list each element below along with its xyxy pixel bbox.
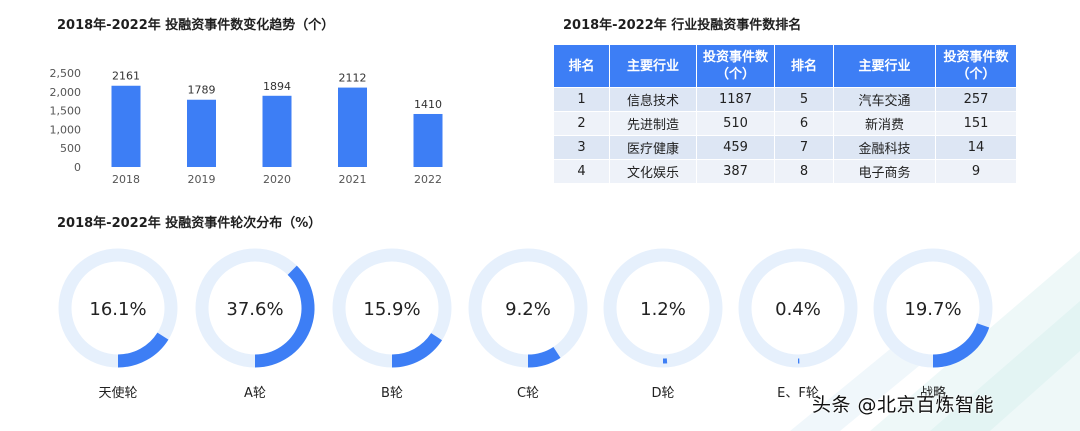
table-row: 3 医疗健康 459 7 金融科技 14 bbox=[553, 135, 1017, 160]
cell-rank: 3 bbox=[553, 135, 610, 160]
donut-segment bbox=[117, 332, 169, 368]
header-rank-1: 排名 bbox=[553, 44, 610, 88]
bar bbox=[338, 87, 367, 167]
bar-chart-title: 2018年-2022年 投融资事件数变化趋势（个） bbox=[57, 18, 335, 33]
y-tick-label: 500 bbox=[60, 142, 81, 155]
header-count-1: 投资事件数（个） bbox=[696, 44, 775, 88]
cell-industry: 电子商务 bbox=[833, 159, 936, 184]
donut-segment bbox=[391, 332, 443, 368]
cell-count: 14 bbox=[935, 135, 1017, 160]
bar-value-label: 2161 bbox=[112, 70, 140, 83]
watermark: 头条 @北京百炼智能 bbox=[812, 394, 995, 416]
cell-industry: 汽车交通 bbox=[833, 87, 936, 112]
cell-rank: 7 bbox=[774, 135, 834, 160]
y-tick-label: 1,000 bbox=[50, 123, 82, 136]
cell-industry: 新消费 bbox=[833, 111, 936, 136]
table-row: 2 先进制造 510 6 新消费 151 bbox=[553, 111, 1017, 136]
bar-value-label: 1894 bbox=[263, 80, 291, 93]
y-tick-label: 0 bbox=[74, 161, 81, 174]
cell-rank: 5 bbox=[774, 87, 834, 112]
y-tick-label: 2,500 bbox=[50, 67, 82, 80]
cell-industry: 先进制造 bbox=[609, 111, 697, 136]
table-row: 4 文化娱乐 387 8 电子商务 9 bbox=[553, 159, 1017, 184]
donut-value-label: 9.2% bbox=[505, 299, 551, 320]
header-industry-2: 主要行业 bbox=[833, 44, 936, 88]
table-header-row: 排名 主要行业 投资事件数（个） 排名 主要行业 投资事件数（个） bbox=[553, 44, 1017, 88]
x-tick-label: 2019 bbox=[188, 173, 216, 186]
donut-category-label: C轮 bbox=[517, 386, 539, 401]
donut-value-label: 37.6% bbox=[226, 299, 283, 320]
header-rank-2: 排名 bbox=[774, 44, 834, 88]
cell-industry: 医疗健康 bbox=[609, 135, 697, 160]
x-tick-label: 2018 bbox=[112, 173, 140, 186]
bar-value-label: 1410 bbox=[414, 98, 442, 111]
donut-category-label: E、F轮 bbox=[777, 386, 819, 401]
bar bbox=[187, 99, 216, 167]
donut-category-label: 天使轮 bbox=[98, 385, 137, 401]
cell-industry: 信息技术 bbox=[609, 87, 697, 112]
x-tick-label: 2022 bbox=[414, 173, 442, 186]
cell-count: 9 bbox=[935, 159, 1017, 184]
cell-count: 387 bbox=[696, 159, 775, 184]
table-row: 1 信息技术 1187 5 汽车交通 257 bbox=[553, 87, 1017, 112]
round-distribution-donuts: 16.1% 天使轮 37.6% A轮 15.9% B轮 9.2% C轮 1.2% D轮 0.4% E、… bbox=[58, 248, 993, 401]
cell-count: 510 bbox=[696, 111, 775, 136]
bar bbox=[111, 85, 141, 167]
donut-value-label: 15.9% bbox=[363, 299, 420, 320]
header-industry-1: 主要行业 bbox=[609, 44, 697, 88]
bar bbox=[413, 113, 443, 167]
cell-industry: 文化娱乐 bbox=[609, 159, 697, 184]
y-tick-label: 2,000 bbox=[50, 86, 82, 99]
donut-segment bbox=[932, 322, 990, 368]
donut-segment bbox=[254, 265, 315, 368]
cell-count: 459 bbox=[696, 135, 775, 160]
donut-category-label: A轮 bbox=[244, 386, 266, 401]
donut-category-label: B轮 bbox=[381, 386, 403, 401]
cell-count: 1187 bbox=[696, 87, 775, 112]
x-tick-label: 2020 bbox=[263, 173, 291, 186]
bar-chart: 2,500 2,000 1,500 1,000 500 0 2161 2018 1789 2019… bbox=[50, 67, 443, 186]
cell-rank: 8 bbox=[774, 159, 834, 184]
donut-category-label: D轮 bbox=[651, 386, 674, 401]
ranking-table-title: 2018年-2022年 行业投融资事件数排名 bbox=[563, 18, 802, 33]
donut-value-label: 0.4% bbox=[775, 299, 821, 320]
donut-category-label: 战略 bbox=[920, 385, 946, 401]
donut-value-label: 16.1% bbox=[89, 299, 146, 320]
bar bbox=[262, 95, 292, 167]
cell-industry: 金融科技 bbox=[833, 135, 936, 160]
cell-rank: 1 bbox=[553, 87, 610, 112]
header-count-2: 投资事件数（个） bbox=[935, 44, 1017, 88]
cell-count: 151 bbox=[935, 111, 1017, 136]
donut-segment bbox=[527, 346, 561, 368]
bar-value-label: 1789 bbox=[188, 84, 216, 97]
cell-rank: 6 bbox=[774, 111, 834, 136]
cell-rank: 4 bbox=[553, 159, 610, 184]
bar-value-label: 2112 bbox=[339, 72, 367, 85]
x-tick-label: 2021 bbox=[339, 173, 367, 186]
donut-value-label: 19.7% bbox=[904, 299, 961, 320]
donut-value-label: 1.2% bbox=[640, 299, 686, 320]
cell-rank: 2 bbox=[553, 111, 610, 136]
y-tick-label: 1,500 bbox=[50, 105, 82, 118]
ranking-table: 排名 主要行业 投资事件数（个） 排名 主要行业 投资事件数（个） 1 信息技术… bbox=[553, 44, 1017, 184]
donut-chart-title: 2018年-2022年 投融资事件轮次分布（%） bbox=[57, 216, 322, 231]
cell-count: 257 bbox=[935, 87, 1017, 112]
